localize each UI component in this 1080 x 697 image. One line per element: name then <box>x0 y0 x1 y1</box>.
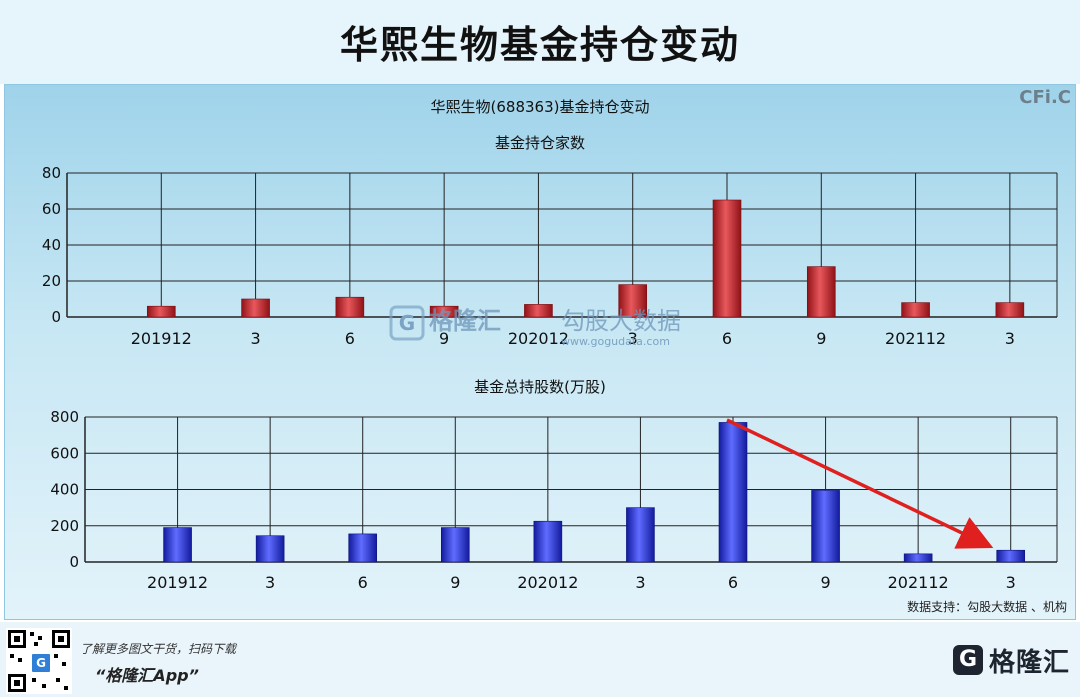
qr-code[interactable]: G <box>6 628 72 694</box>
chart2-x-tick-label: 9 <box>450 573 460 592</box>
chart2-y-tick-label: 800 <box>50 408 79 426</box>
qr-logo-icon: G <box>30 652 52 674</box>
chart2-bar <box>903 553 933 563</box>
footer-app-name: “格隆汇App” <box>95 666 199 685</box>
chart2-x-tick-label: 202012 <box>517 573 578 592</box>
chart2-bar <box>348 533 378 563</box>
title-band: 华熙生物基金持仓变动 <box>0 0 1080 84</box>
chart1-subtitle: 基金持仓家数 <box>495 134 585 152</box>
chart1-x-tick-label: 202112 <box>885 329 946 348</box>
chart2-bar <box>255 535 285 563</box>
chart1-bar <box>241 298 270 318</box>
chart2-y-tick-label: 400 <box>50 481 79 499</box>
chart2-title: 基金总持股数(万股) <box>474 378 606 396</box>
watermark-url: www.gogudata.com <box>561 335 670 348</box>
footer-logo[interactable]: G 格隆汇 <box>952 642 1070 678</box>
chart1-x-tick-label: 9 <box>816 329 826 348</box>
chart1-y-tick-label: 80 <box>42 164 61 182</box>
trend-arrow <box>726 418 994 549</box>
chart1-bar <box>618 284 648 318</box>
chart1-bar <box>146 305 176 318</box>
chart1-x-tick-label: 6 <box>345 329 355 348</box>
page-title: 华熙生物基金持仓变动 <box>339 23 740 67</box>
watermark-name: 格隆汇 <box>429 307 501 335</box>
chart1-bar <box>335 296 365 318</box>
chart2-x-tick-label: 201912 <box>147 573 208 592</box>
chart2-bar <box>533 520 563 563</box>
qr-pattern <box>8 630 70 692</box>
chart2-bar <box>811 490 840 563</box>
watermark-logo-icon <box>389 305 425 341</box>
chart2-x-tick-label: 9 <box>820 573 830 592</box>
chart2-y-tick-label: 0 <box>69 553 79 571</box>
chart2-x-tick-label: 3 <box>265 573 275 592</box>
chart1-title: 华熙生物(688363)基金持仓变动 <box>431 98 650 116</box>
chart1-x-tick-label: 3 <box>250 329 260 348</box>
chart1-bar <box>901 302 930 318</box>
chart1-bar <box>429 305 459 318</box>
chart2-x-tick-label: 3 <box>635 573 645 592</box>
chart1-y-tick-label: 40 <box>42 236 61 254</box>
chart1-bar <box>806 266 836 318</box>
watermark-name2: 勾股大数据 <box>561 307 681 335</box>
chart1-x-tick-label: 9 <box>439 329 449 348</box>
chart1-x-tick-label: 6 <box>722 329 732 348</box>
chart2-bar <box>626 507 655 563</box>
chart2-x-tick-label: 6 <box>358 573 368 592</box>
brand-mark: CFi.C <box>1019 87 1071 108</box>
chart-frame: CFi.C 华熙生物(688363)基金持仓变动 基金持仓家数 0 20 40 60 80 2… <box>4 84 1076 620</box>
chart1-bar <box>995 302 1025 318</box>
chart1-bar <box>712 199 742 318</box>
chart2-x-tick-label: 202112 <box>888 573 949 592</box>
footer-prompt: 了解更多图文干货，扫码下载 <box>80 642 237 656</box>
chart2-bar <box>440 527 470 563</box>
chart1-y-tick-label: 60 <box>42 200 61 218</box>
chart2-bar <box>163 527 192 563</box>
chart2-bar <box>996 549 1026 563</box>
logo-icon: G <box>952 645 983 675</box>
chart1-x-tick-label: 202012 <box>508 329 569 348</box>
chart2-x-tick-label: 6 <box>728 573 738 592</box>
logo-text: 格隆汇 <box>988 647 1070 678</box>
watermark-logo-letter: G <box>399 311 415 335</box>
chart1-x-tick-label: 3 <box>628 329 638 348</box>
chart1-y-tick-label: 20 <box>42 272 61 290</box>
footer: G 了解更多图文干货，扫码下载 “格隆汇App” G 格隆汇 <box>0 622 1080 697</box>
chart1-y-tick-label: 0 <box>51 308 61 326</box>
chart2-bar <box>718 422 748 563</box>
source-note: 数据支持：勾股大数据 、机构 <box>907 600 1067 614</box>
chart1-x-tick-label: 3 <box>1005 329 1015 348</box>
chart1-bar <box>524 304 553 318</box>
chart2-y-tick-label: 200 <box>50 517 79 535</box>
chart2-x-tick-label: 3 <box>1006 573 1016 592</box>
chart2-y-tick-label: 600 <box>50 444 79 462</box>
chart1-x-tick-label: 201912 <box>131 329 192 348</box>
